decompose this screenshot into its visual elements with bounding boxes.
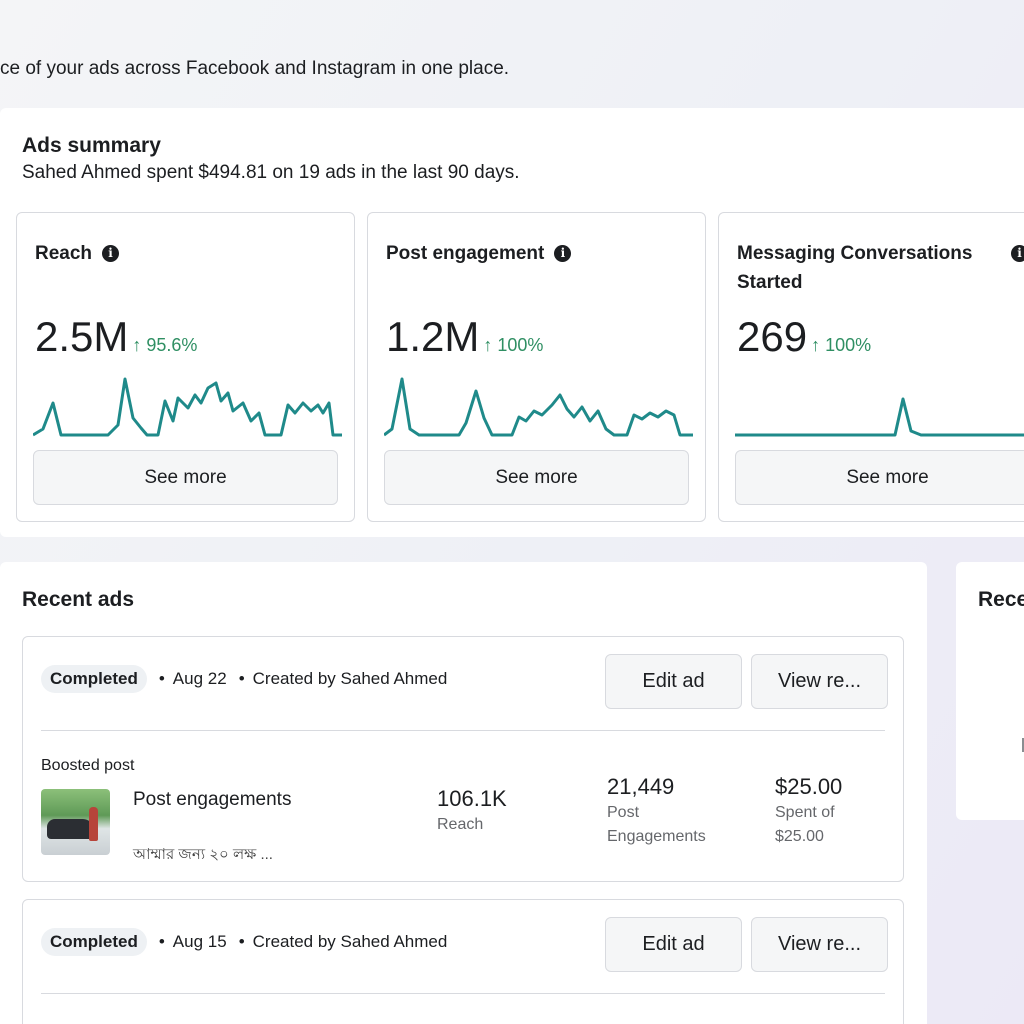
messaging-conversations-sparkline bbox=[735, 397, 1024, 437]
ad-name[interactable]: Post engagements bbox=[133, 789, 292, 810]
info-icon[interactable]: i bbox=[554, 245, 572, 262]
side-panel-mark bbox=[1022, 738, 1024, 752]
reach-stat-label: Reach bbox=[437, 816, 484, 833]
post-engagement-card: Post engagement i 1.2M ↑ 100% See more bbox=[367, 212, 706, 522]
ad-card: Completed • Aug 22 • Created by Sahed Ah… bbox=[22, 636, 904, 882]
ad-date: Aug 15 bbox=[172, 932, 227, 951]
status-badge: Completed bbox=[41, 928, 147, 956]
ad-creator: Created by Sahed Ahmed bbox=[252, 669, 448, 688]
ad-card: Completed • Aug 15 • Created by Sahed Ah… bbox=[22, 899, 904, 1024]
see-more-button[interactable]: See more bbox=[33, 450, 338, 505]
page-intro: ce of your ads across Facebook and Insta… bbox=[0, 58, 510, 79]
ads-summary-title: Ads summary bbox=[22, 134, 161, 157]
status-badge: Completed bbox=[41, 665, 147, 693]
edit-ad-button[interactable]: Edit ad bbox=[605, 654, 742, 709]
spent-stat-value: $25.00 bbox=[775, 774, 843, 799]
reach-value: 2.5M bbox=[35, 313, 129, 360]
engagements-stat-value: 21,449 bbox=[607, 774, 675, 799]
ad-thumbnail[interactable] bbox=[41, 789, 110, 855]
post-engagement-change: ↑ 100% bbox=[483, 335, 544, 355]
spent-stat-label: Spent of $25.00 bbox=[775, 804, 835, 845]
edit-ad-button[interactable]: Edit ad bbox=[605, 917, 742, 972]
ad-caption: আম্মার জন্য ২০ লক্ষ ... bbox=[133, 846, 273, 863]
ad-type: Boosted post bbox=[41, 757, 135, 774]
ad-date: Aug 22 bbox=[172, 669, 227, 688]
messaging-conversations-value: 269 bbox=[737, 313, 808, 360]
reach-card: Reach i 2.5M ↑ 95.6% See more bbox=[16, 212, 355, 522]
see-more-button[interactable]: See more bbox=[735, 450, 1024, 505]
info-icon[interactable]: i bbox=[1011, 245, 1024, 262]
post-engagement-title: Post engagement bbox=[386, 243, 545, 264]
side-panel: Rece bbox=[956, 562, 1024, 820]
reach-change: ↑ 95.6% bbox=[132, 335, 198, 355]
side-panel-title: Rece bbox=[978, 588, 1024, 611]
reach-sparkline bbox=[33, 377, 342, 437]
info-icon[interactable]: i bbox=[102, 245, 120, 262]
ad-creator: Created by Sahed Ahmed bbox=[252, 932, 448, 951]
divider bbox=[41, 993, 885, 994]
divider bbox=[41, 730, 885, 731]
messaging-conversations-card: Messaging Conversations Started i 269 ↑ 10… bbox=[718, 212, 1024, 522]
messaging-conversations-change: ↑ 100% bbox=[811, 335, 872, 355]
reach-stat-value: 106.1K bbox=[437, 786, 507, 811]
ads-summary-subtitle: Sahed Ahmed spent $494.81 on 19 ads in t… bbox=[22, 162, 520, 183]
engagements-stat-label: Post Engagements bbox=[607, 804, 706, 845]
recent-ads-title: Recent ads bbox=[22, 588, 135, 611]
view-results-button[interactable]: View re... bbox=[751, 917, 888, 972]
messaging-conversations-title: Messaging Conversations Started bbox=[737, 243, 973, 293]
post-engagement-value: 1.2M bbox=[386, 313, 480, 360]
post-engagement-sparkline bbox=[384, 377, 693, 437]
view-results-button[interactable]: View re... bbox=[751, 654, 888, 709]
see-more-button[interactable]: See more bbox=[384, 450, 689, 505]
reach-title: Reach bbox=[35, 243, 93, 264]
